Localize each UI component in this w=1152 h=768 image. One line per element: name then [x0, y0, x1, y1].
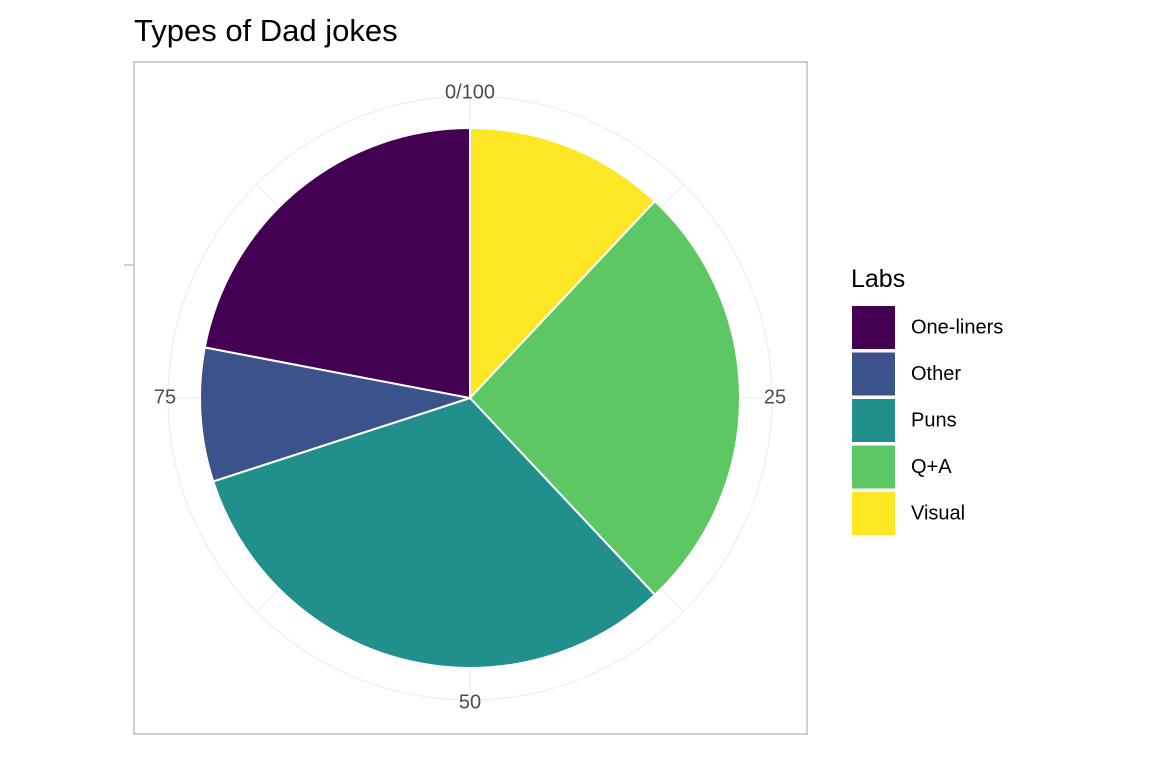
theta-tick-label: 75 — [154, 386, 176, 408]
slice-puns — [211, 396, 657, 670]
panel-border — [133, 61, 808, 735]
slice-other — [199, 346, 471, 483]
legend-key-q-a — [852, 445, 895, 489]
theta-tick-label: 0/100 — [445, 81, 495, 103]
legend-key-puns — [852, 399, 895, 442]
legend-label-puns: Puns — [911, 409, 957, 431]
legend: Labs One-liners Other Puns Q+A Visual — [851, 265, 1003, 535]
legend-label-other: Other — [911, 363, 961, 385]
theta-tick-label: 25 — [764, 386, 786, 408]
slice-visual — [469, 126, 657, 401]
theta-tick-label: 50 — [459, 691, 481, 713]
slice-one-liners — [203, 126, 471, 400]
legend-label-q-a: Q+A — [911, 456, 952, 478]
chart-title: Types of Dad jokes — [134, 13, 398, 48]
theta-ticks: 0/100 25 50 75 — [154, 81, 786, 713]
pie-slices — [199, 126, 741, 670]
legend-key-visual — [852, 492, 895, 535]
slice-q-a — [468, 199, 741, 597]
legend-title: Labs — [851, 265, 905, 293]
legend-key-other — [852, 352, 895, 396]
legend-label-visual: Visual — [911, 502, 965, 524]
legend-key-one-liners — [852, 306, 895, 349]
legend-label-one-liners: One-liners — [911, 316, 1003, 338]
